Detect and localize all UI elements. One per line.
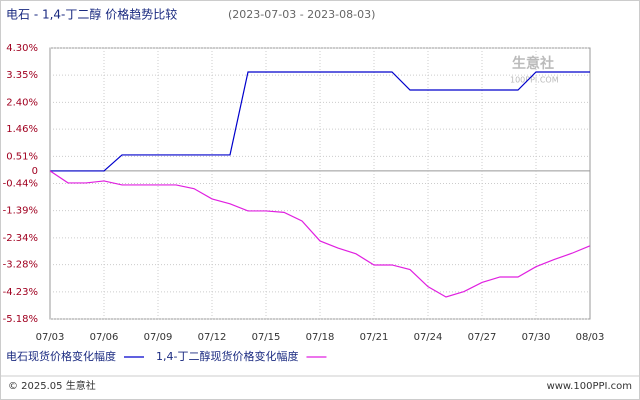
y-tick-label: -4.23% — [3, 287, 38, 298]
footer-copyright: © 2025.05 生意社 — [8, 379, 96, 392]
series-line — [50, 71, 590, 172]
x-tick-label: 07/06 — [90, 332, 119, 343]
y-tick-label: 2.40% — [6, 97, 38, 108]
watermark-name: 生意社 — [512, 55, 554, 72]
x-tick-label: 07/12 — [198, 332, 227, 343]
x-tick-label: 07/03 — [36, 332, 65, 343]
x-tick-label: 07/27 — [468, 332, 497, 343]
x-tick-label: 07/24 — [414, 332, 443, 343]
watermark-url: 100PPI.COM — [510, 76, 559, 85]
footer-site: www.100PPI.com — [547, 381, 632, 392]
x-tick-label: 07/21 — [360, 332, 389, 343]
legend-label: 1,4-丁二醇现货价格变化幅度 — [156, 349, 298, 363]
legend-label: 电石现货价格变化幅度 — [6, 349, 116, 363]
y-tick-label: 4.30% — [6, 43, 38, 54]
x-tick-label: 08/03 — [576, 332, 605, 343]
y-tick-label: 1.46% — [6, 124, 38, 135]
chart-title: 电石 - 1,4-丁二醇 价格趋势比较 — [6, 7, 177, 22]
chart-subtitle: (2023-07-03 - 2023-08-03) — [228, 8, 375, 21]
x-tick-label: 07/15 — [252, 332, 281, 343]
y-tick-label: -0.44% — [3, 179, 38, 190]
y-tick-label: 0 — [32, 166, 38, 177]
y-tick-label: -3.28% — [3, 260, 38, 271]
y-tick-label: -5.18% — [3, 314, 38, 325]
y-tick-label: 0.51% — [6, 151, 38, 162]
x-tick-label: 07/09 — [144, 332, 173, 343]
series-line — [49, 170, 591, 298]
y-tick-label: 3.35% — [6, 70, 38, 81]
y-tick-label: -1.39% — [3, 206, 38, 217]
x-tick-label: 07/30 — [522, 332, 551, 343]
y-tick-label: -2.34% — [3, 233, 38, 244]
x-tick-label: 07/18 — [306, 332, 335, 343]
